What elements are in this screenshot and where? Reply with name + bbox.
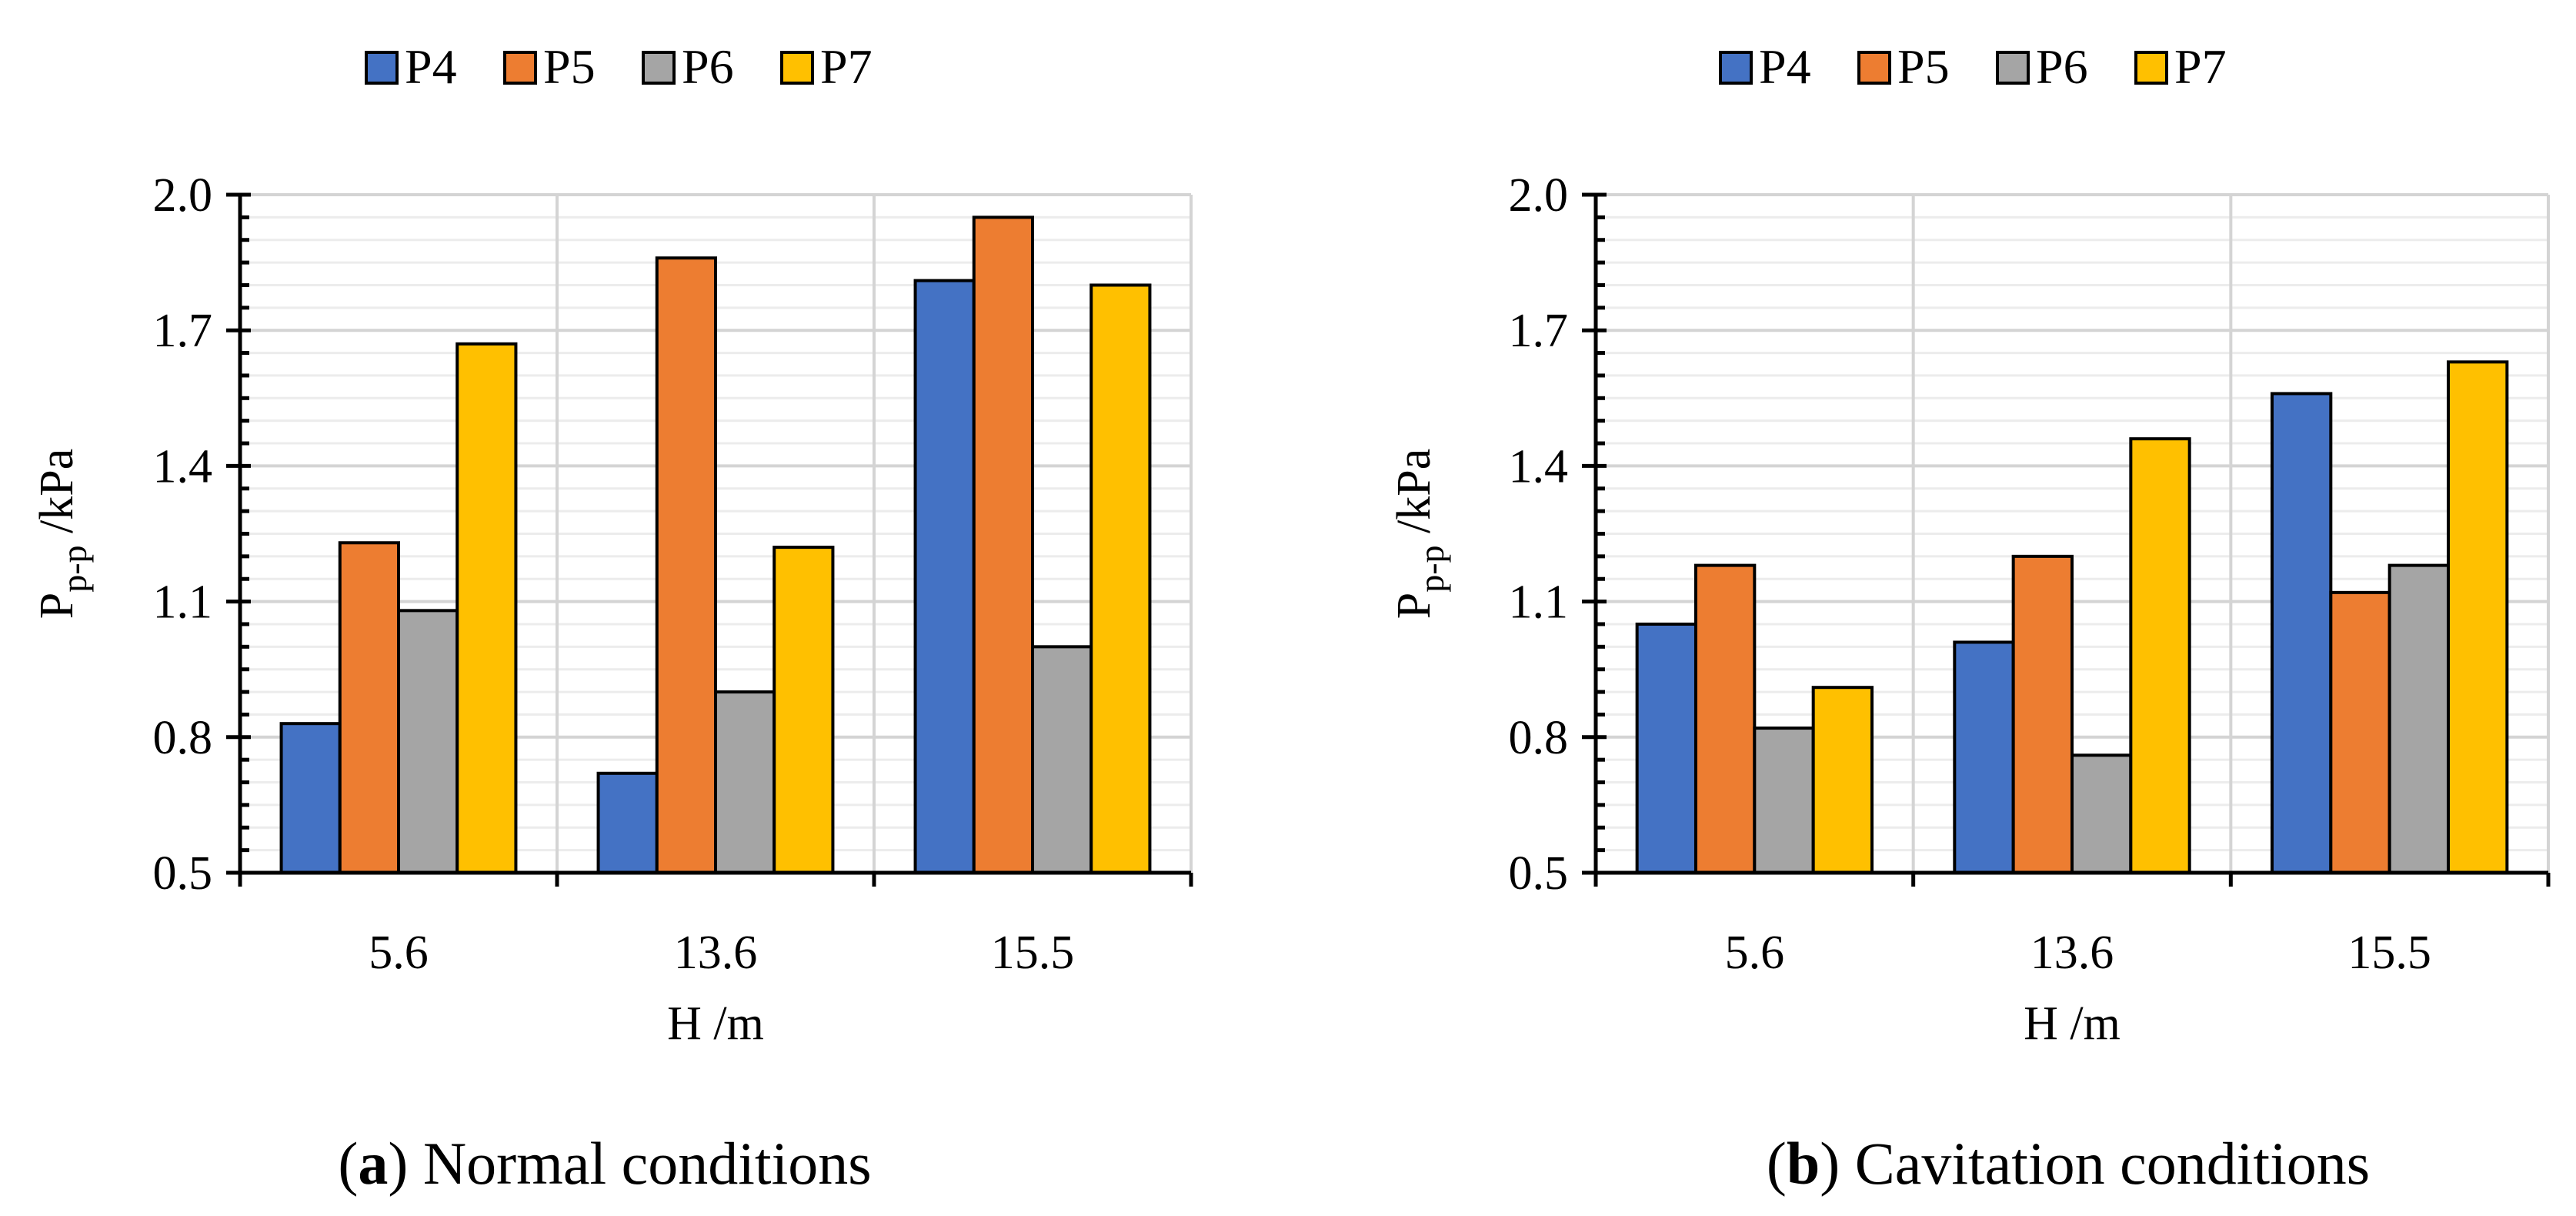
y-tick-label: 1.7 xyxy=(153,305,213,357)
legend-swatch-p7 xyxy=(780,51,814,85)
y-axis-title: Pp-p /kPa xyxy=(1388,449,1451,620)
y-tick-label: 2.0 xyxy=(1509,169,1569,222)
x-tick-label: 5.6 xyxy=(1725,927,1785,979)
legend-label-p7: P7 xyxy=(2174,39,2227,94)
bar-p6-13-6 xyxy=(714,690,776,874)
legend-swatch-p7 xyxy=(2134,51,2168,85)
legend-swatch-p5 xyxy=(503,51,537,85)
bar-p7-15-5 xyxy=(2447,360,2509,874)
legend-label-p6: P6 xyxy=(682,39,734,94)
bar-p7-13-6 xyxy=(2129,437,2191,874)
x-axis-title: H /m xyxy=(667,997,764,1050)
bar-p5-5-6 xyxy=(338,541,400,874)
bar-p7-15-5 xyxy=(1089,283,1152,874)
y-tick-label: 2.0 xyxy=(153,169,213,222)
y-tick-label: 0.5 xyxy=(153,847,213,900)
bar-p7-5-6 xyxy=(455,342,518,874)
bar-p7-5-6 xyxy=(1811,686,1874,875)
legend-label-p6: P6 xyxy=(2036,39,2088,94)
bar-p5-13-6 xyxy=(2011,554,2074,874)
y-tick-label: 1.7 xyxy=(1509,305,1569,357)
x-tick-label: 5.6 xyxy=(369,927,429,979)
caption: (a) Normal conditions xyxy=(338,1130,871,1197)
bar-p4-13-6 xyxy=(1953,640,2015,875)
legend-swatch-p6 xyxy=(642,51,676,85)
bar-p5-15-5 xyxy=(972,215,1035,875)
y-tick-label: 0.8 xyxy=(153,712,213,764)
y-tick-label: 0.5 xyxy=(1509,847,1569,900)
legend-swatch-p4 xyxy=(1719,51,1753,85)
y-axis-title: Pp-p /kPa xyxy=(31,449,94,620)
legend: P4 P5 P6 P7 xyxy=(365,39,873,94)
bar-p4-5-6 xyxy=(279,722,342,874)
y-tick-label: 0.8 xyxy=(1509,712,1569,764)
legend-swatch-p6 xyxy=(1996,51,2030,85)
legend-label-p4: P4 xyxy=(1759,39,1811,94)
bar-p6-15-5 xyxy=(2387,563,2451,874)
y-tick-label: 1.4 xyxy=(153,440,213,493)
legend-swatch-p5 xyxy=(1857,51,1891,85)
bar-p4-5-6 xyxy=(1635,622,1697,874)
y-tick-label: 1.1 xyxy=(153,576,213,629)
x-tick-label: 15.5 xyxy=(991,927,1075,979)
bar-p5-5-6 xyxy=(1693,563,1757,874)
bar-p7-13-6 xyxy=(772,546,835,874)
y-tick-label: 1.4 xyxy=(1509,440,1569,493)
legend-label-p7: P7 xyxy=(820,39,873,94)
bar-p4-15-5 xyxy=(913,279,976,874)
legend-label-p5: P5 xyxy=(1897,39,1950,94)
bar-p6-13-6 xyxy=(2070,753,2133,874)
y-tick-label: 1.1 xyxy=(1509,576,1569,629)
legend-label-p5: P5 xyxy=(543,39,596,94)
caption: (b) Cavitation conditions xyxy=(1767,1130,2370,1197)
bar-p5-13-6 xyxy=(655,256,718,874)
x-tick-label: 13.6 xyxy=(674,927,758,979)
chart-b: 0.5 0.8 1.1 1.4 1.7 2.0 5.6 13.6 15.5 H /m Pp-p /k… xyxy=(1388,39,2551,1197)
x-axis-title: H /m xyxy=(2024,997,2121,1050)
bar-p4-13-6 xyxy=(596,771,659,875)
x-tick-label: 15.5 xyxy=(2347,927,2431,979)
bar-p6-15-5 xyxy=(1031,645,1093,874)
bar-p5-15-5 xyxy=(2329,590,2391,874)
chart-a: 0.5 0.8 1.1 1.4 1.7 2.0 5.6 13.6 15.5 H /m Pp-p /k… xyxy=(31,39,1193,1197)
bar-p4-15-5 xyxy=(2270,392,2333,874)
bar-p6-5-6 xyxy=(1753,727,1815,875)
legend-swatch-p4 xyxy=(365,51,399,85)
bar-p6-5-6 xyxy=(397,609,459,874)
legend: P4 P5 P6 P7 xyxy=(1719,39,2227,94)
legend-label-p4: P4 xyxy=(405,39,457,94)
x-tick-label: 13.6 xyxy=(2030,927,2114,979)
